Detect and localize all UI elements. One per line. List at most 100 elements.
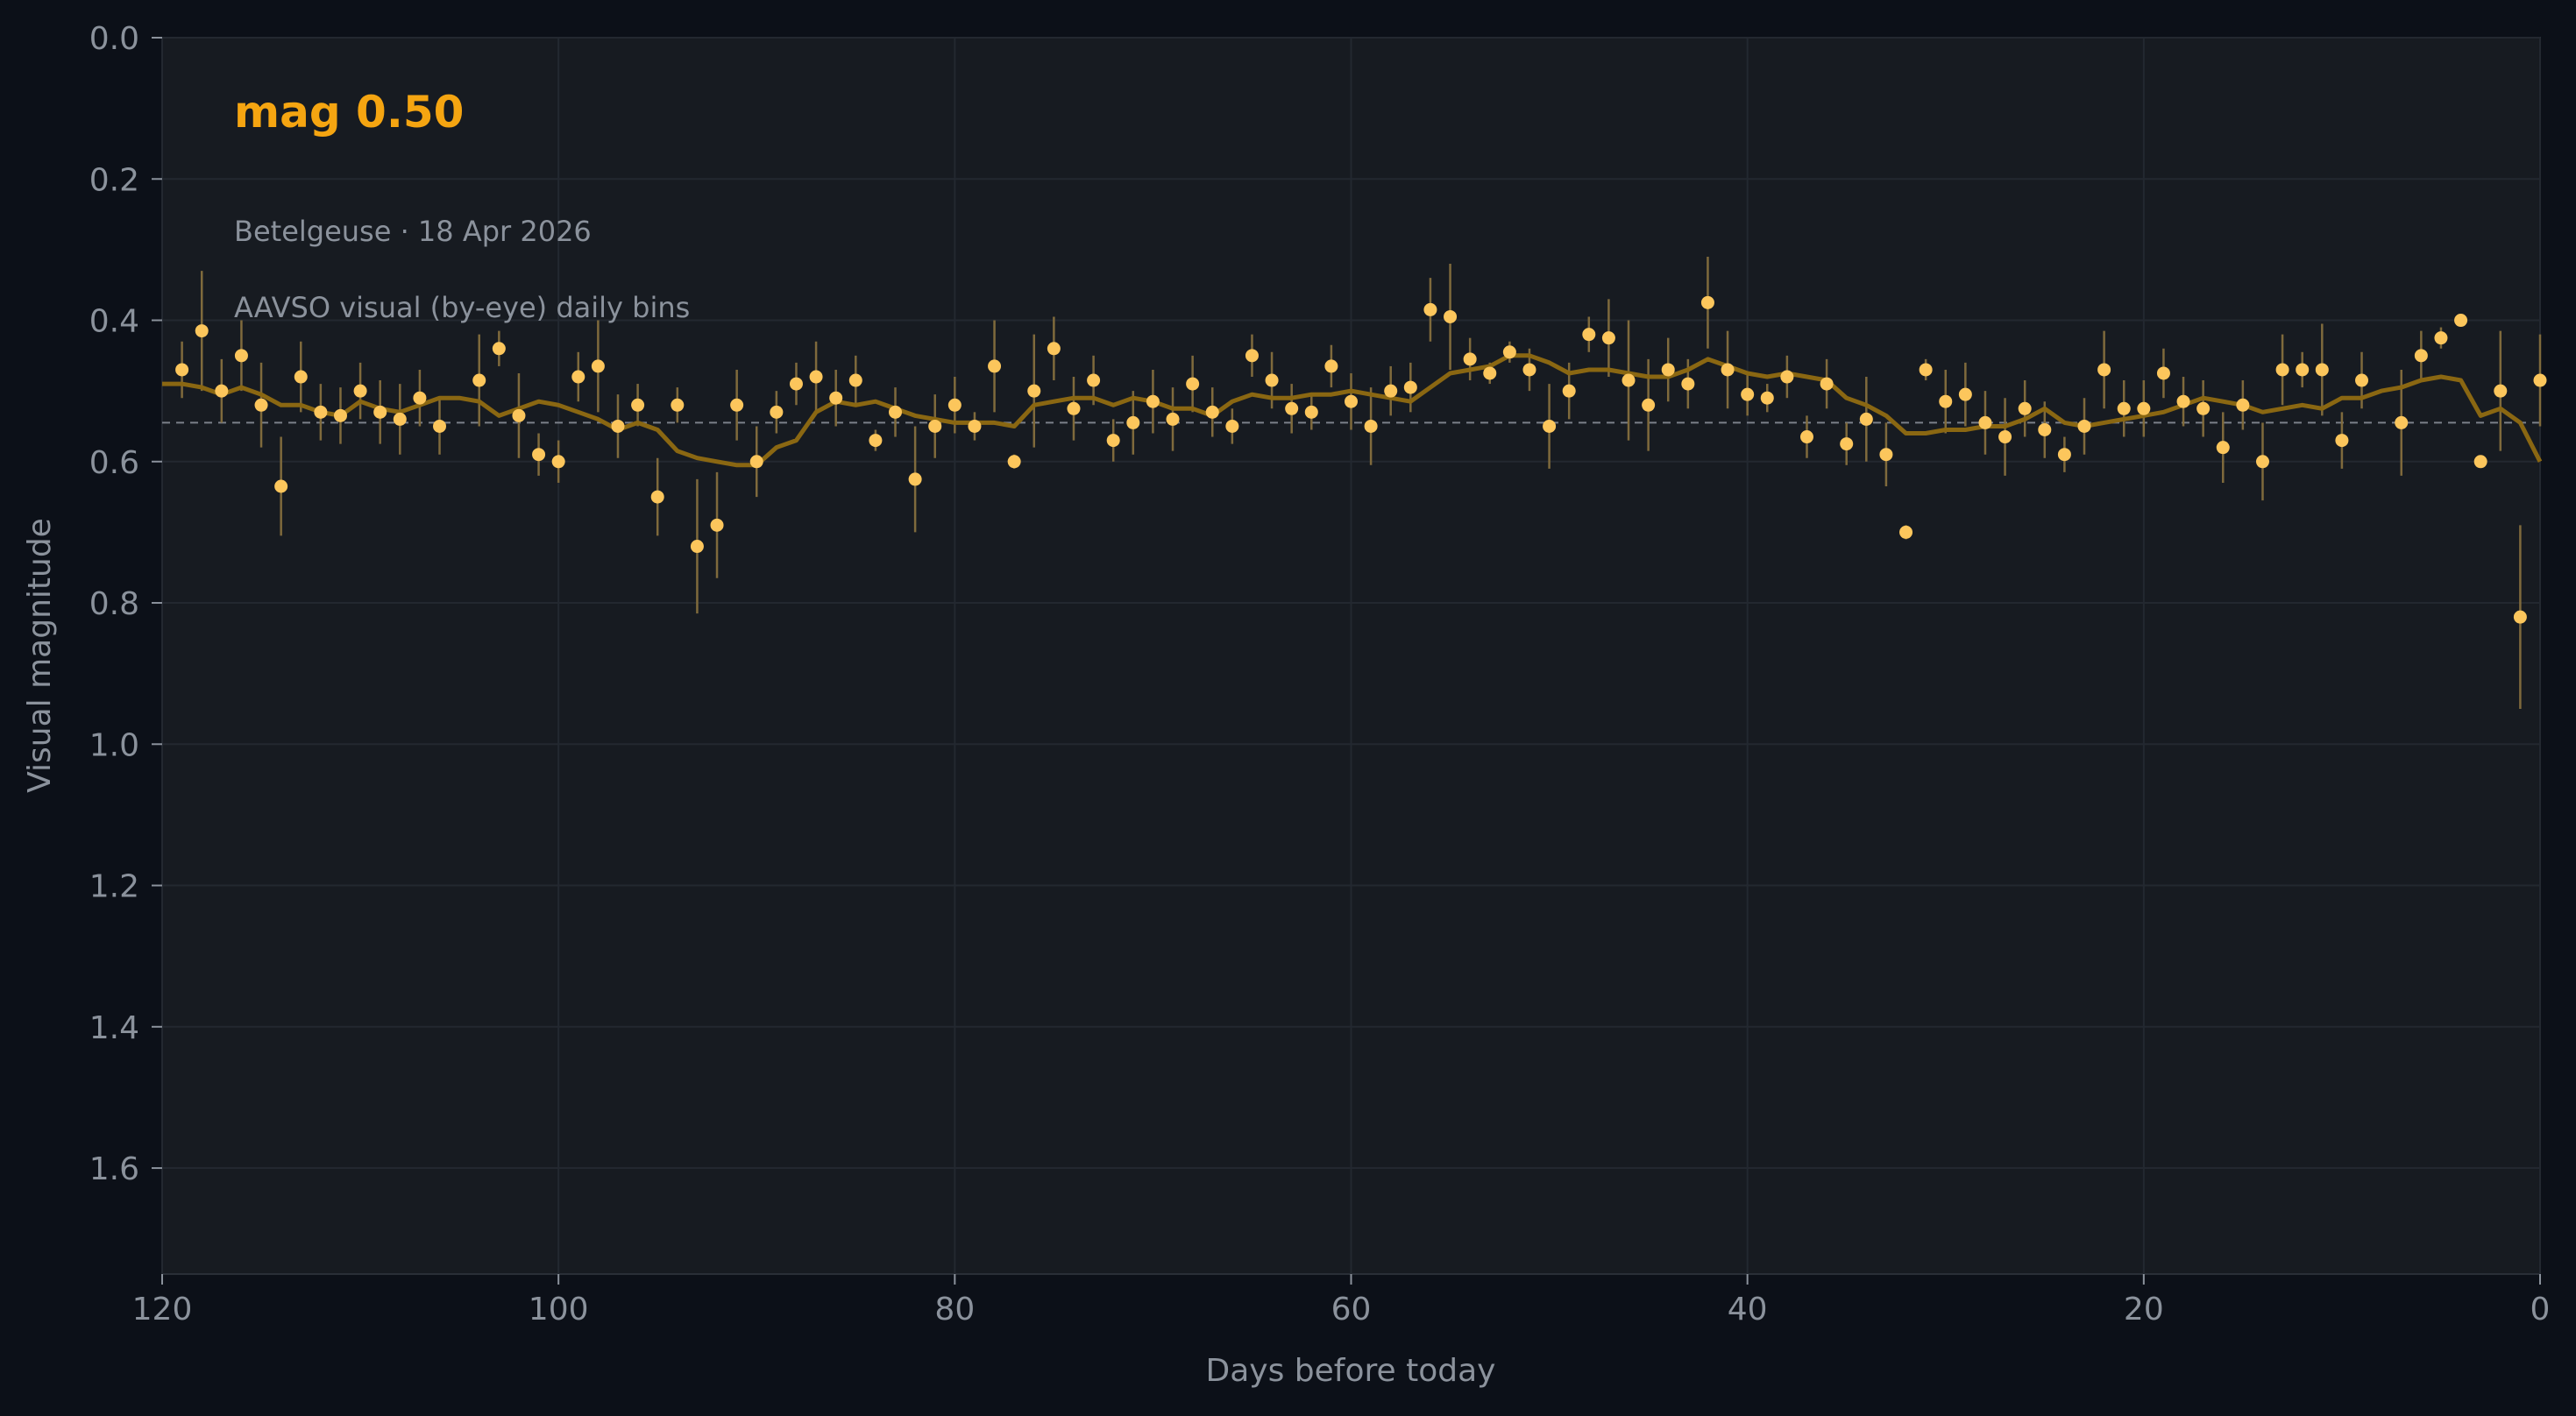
data-point — [433, 419, 447, 433]
data-point — [333, 408, 347, 422]
data-point — [314, 405, 328, 419]
data-point — [2335, 434, 2349, 448]
data-point — [2315, 363, 2329, 377]
data-point — [1087, 373, 1101, 387]
data-point — [1919, 363, 1933, 377]
data-point — [1285, 401, 1299, 415]
data-point — [2494, 384, 2508, 398]
data-point — [492, 342, 506, 356]
data-point — [1403, 380, 1417, 394]
data-point — [1423, 302, 1437, 316]
y-tick-label: 1.0 — [89, 727, 139, 763]
star-date-subtitle: Betelgeuse · 18 Apr 2026 — [234, 215, 592, 248]
y-tick-label: 0.8 — [89, 586, 139, 622]
data-point — [1741, 387, 1755, 401]
data-point — [1721, 363, 1735, 377]
y-axis-title: Visual magnitude — [22, 518, 58, 793]
data-point — [1622, 373, 1636, 387]
data-point — [1700, 295, 1714, 309]
data-point — [968, 419, 982, 433]
data-point — [1760, 391, 1774, 405]
data-point — [631, 398, 645, 412]
y-tick-label: 0.0 — [89, 21, 139, 57]
data-point — [1027, 384, 1041, 398]
data-point — [1661, 363, 1675, 377]
data-point — [571, 370, 585, 384]
x-tick-label: 120 — [132, 1292, 193, 1328]
data-point — [1601, 331, 1615, 345]
data-point — [2296, 363, 2310, 377]
data-point — [710, 518, 724, 532]
data-point — [591, 359, 605, 373]
data-point — [1820, 377, 1834, 391]
data-point — [1304, 405, 1318, 419]
data-point — [2513, 610, 2527, 624]
data-point — [2434, 331, 2448, 345]
data-points — [175, 295, 2547, 624]
y-tick-label: 0.2 — [89, 162, 139, 198]
data-point — [2473, 455, 2487, 469]
data-point — [1047, 342, 1061, 356]
data-point — [947, 398, 962, 412]
data-point — [1245, 349, 1259, 363]
data-point — [254, 398, 268, 412]
data-point — [611, 419, 625, 433]
data-point — [869, 434, 883, 448]
data-point — [1483, 366, 1497, 380]
data-point — [1582, 328, 1596, 342]
data-point — [1642, 398, 1656, 412]
y-tick-label: 1.6 — [89, 1151, 139, 1187]
data-point — [1324, 359, 1338, 373]
data-point — [988, 359, 1002, 373]
x-tick-label: 100 — [529, 1292, 589, 1328]
data-point — [1364, 419, 1378, 433]
data-point — [749, 455, 763, 469]
data-point — [2077, 419, 2091, 433]
data-point — [234, 349, 248, 363]
data-point — [1840, 437, 1854, 451]
data-point — [1007, 455, 1021, 469]
data-point — [809, 370, 823, 384]
data-point — [1799, 430, 1813, 444]
data-point — [1146, 394, 1160, 408]
data-point — [1384, 384, 1398, 398]
data-point — [1859, 412, 1873, 426]
data-point — [1978, 415, 1992, 429]
data-point — [294, 370, 308, 384]
data-point — [1186, 377, 1200, 391]
y-tick-label: 1.2 — [89, 869, 139, 905]
data-point — [789, 377, 803, 391]
magnitude-headline: mag 0.50 — [234, 87, 464, 138]
data-point — [1939, 394, 1953, 408]
data-point — [2255, 455, 2269, 469]
data-point — [1562, 384, 1576, 398]
x-axis-ticks: 120 100 80 60 40 20 0 — [132, 1274, 2551, 1328]
x-tick-label: 0 — [2530, 1292, 2551, 1328]
data-point — [1522, 363, 1536, 377]
x-tick-label: 60 — [1331, 1292, 1372, 1328]
data-point — [1126, 415, 1140, 429]
data-point — [2156, 366, 2170, 380]
data-point — [195, 324, 209, 338]
data-point — [2137, 401, 2151, 415]
data-point — [2196, 401, 2211, 415]
data-point — [650, 490, 664, 504]
data-point — [671, 398, 685, 412]
data-point — [730, 398, 744, 412]
data-point — [848, 373, 862, 387]
data-point — [413, 391, 427, 405]
data-point — [2236, 398, 2250, 412]
data-point — [2018, 401, 2032, 415]
data-point — [928, 419, 942, 433]
data-point — [532, 448, 546, 462]
data-point — [1681, 377, 1695, 391]
data-point — [215, 384, 229, 398]
data-point — [2395, 415, 2409, 429]
data-point — [1067, 401, 1081, 415]
data-point — [2057, 448, 2071, 462]
data-point — [770, 405, 784, 419]
data-point — [1998, 430, 2012, 444]
x-tick-label: 20 — [2124, 1292, 2164, 1328]
x-tick-label: 40 — [1728, 1292, 1768, 1328]
